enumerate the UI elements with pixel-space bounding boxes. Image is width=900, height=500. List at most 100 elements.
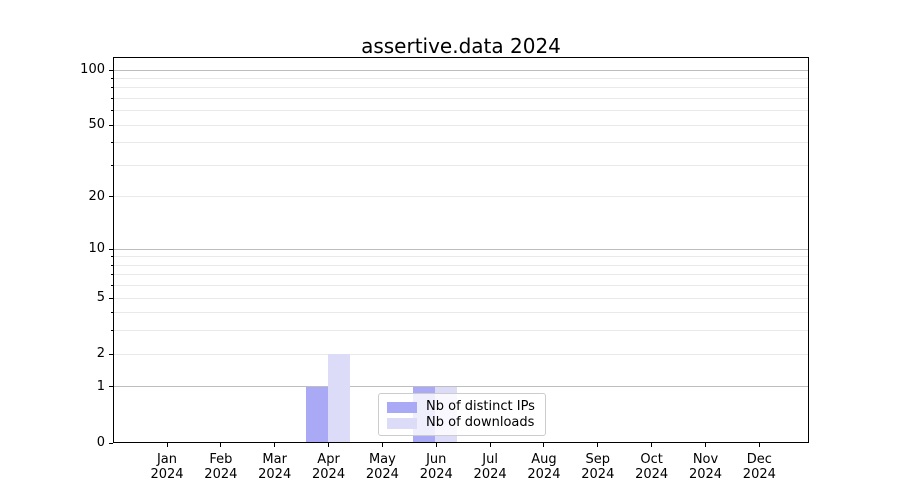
y-tick-label: 5: [96, 290, 105, 306]
y-gridline-minor: [113, 264, 809, 266]
x-tick-label-year: 2024: [204, 467, 238, 482]
x-tick-mark: [328, 443, 330, 447]
x-tick-label: Mar 2024: [243, 452, 307, 482]
legend: Nb of distinct IPs Nb of downloads: [378, 393, 546, 436]
x-tick-mark: [543, 443, 545, 447]
x-tick-label-month: Jan: [156, 452, 178, 467]
y-tick-mark: [109, 248, 113, 250]
y-gridline-minor: [113, 164, 809, 166]
x-tick-label-month: Jun: [426, 452, 447, 467]
x-tick-label-year: 2024: [581, 467, 615, 482]
x-tick-label-month: Oct: [640, 452, 663, 467]
y-gridline-minor: [113, 297, 809, 299]
x-tick-mark: [489, 443, 491, 447]
x-tick-label: Apr 2024: [297, 452, 361, 482]
x-tick-mark: [597, 443, 599, 447]
y-minor-tick-mark: [111, 142, 113, 144]
y-gridline-minor: [113, 256, 809, 258]
x-tick-label-month: Apr: [317, 452, 340, 467]
y-gridline-minor: [113, 97, 809, 99]
y-gridline-minor: [113, 142, 809, 144]
x-tick-label-month: May: [368, 452, 396, 467]
y-gridline-minor: [113, 87, 809, 89]
y-gridline-minor: [113, 274, 809, 276]
x-tick-label-year: 2024: [258, 467, 292, 482]
plot-background: [113, 57, 809, 443]
x-tick-label: Nov 2024: [674, 452, 738, 482]
x-tick-mark: [381, 443, 383, 447]
x-tick-label-year: 2024: [742, 467, 776, 482]
y-tick-mark: [109, 386, 113, 388]
x-tick-label: Jan 2024: [135, 452, 199, 482]
y-tick-mark: [109, 196, 113, 198]
y-tick-mark: [109, 353, 113, 355]
y-tick-label: 20: [88, 188, 105, 204]
y-gridline-minor: [113, 77, 809, 79]
legend-entry-distinct-ips: Nb of distinct IPs: [387, 399, 537, 415]
x-tick-label: Aug 2024: [512, 452, 576, 482]
x-tick-label: Oct 2024: [620, 452, 684, 482]
y-tick-label: 100: [80, 62, 105, 77]
x-tick-label: Feb 2024: [189, 452, 253, 482]
x-tick-label-year: 2024: [473, 467, 507, 482]
y-gridline-minor: [113, 353, 809, 355]
y-minor-tick-mark: [111, 110, 113, 112]
y-gridline-minor: [113, 330, 809, 332]
y-gridline-major: [113, 248, 809, 250]
x-tick-mark: [435, 443, 437, 447]
y-tick-mark: [109, 442, 113, 444]
x-tick-label-month: Sep: [585, 452, 611, 467]
y-gridline-major: [113, 386, 809, 388]
x-tick-mark: [651, 443, 653, 447]
bar-distinct-ips: [305, 386, 328, 443]
x-tick-label-month: Jul: [482, 452, 498, 467]
x-tick-label: Sep 2024: [566, 452, 630, 482]
y-gridline-major: [113, 69, 809, 71]
x-tick-label-year: 2024: [150, 467, 184, 482]
x-tick-label: Dec 2024: [727, 452, 791, 482]
legend-swatch-distinct-ips: [387, 401, 417, 413]
y-gridline-minor: [113, 124, 809, 126]
y-tick-label: 1: [96, 378, 105, 394]
x-tick-label-month: Feb: [209, 452, 233, 467]
x-tick-label-year: 2024: [527, 467, 561, 482]
x-tick-label-month: Dec: [746, 452, 772, 467]
x-tick-label-year: 2024: [635, 467, 669, 482]
x-tick-label: Jun 2024: [404, 452, 468, 482]
legend-label-downloads: Nb of downloads: [426, 415, 535, 430]
x-tick-label: Jul 2024: [458, 452, 522, 482]
x-tick-label-year: 2024: [688, 467, 723, 482]
y-minor-tick-mark: [111, 87, 113, 89]
x-tick-label-year: 2024: [312, 467, 346, 482]
x-tick-mark: [758, 443, 760, 447]
y-tick-label: 10: [88, 241, 105, 257]
x-tick-label-year: 2024: [419, 467, 453, 482]
x-tick-label-month: Aug: [531, 452, 557, 467]
y-gridline-minor: [113, 312, 809, 314]
x-tick-mark: [220, 443, 222, 447]
chart-title: assertive.data 2024: [361, 34, 561, 58]
x-tick-mark: [274, 443, 276, 447]
y-minor-tick-mark: [111, 274, 113, 276]
y-minor-tick-mark: [111, 256, 113, 258]
y-tick-mark: [109, 69, 113, 71]
legend-entry-downloads: Nb of downloads: [387, 415, 537, 431]
x-tick-mark: [705, 443, 706, 447]
y-minor-tick-mark: [111, 97, 113, 99]
legend-label-distinct-ips: Nb of distinct IPs: [426, 399, 535, 414]
legend-swatch-downloads: [387, 417, 417, 429]
y-minor-tick-mark: [111, 312, 113, 314]
y-tick-label: 2: [96, 346, 105, 362]
x-tick-label-year: 2024: [365, 467, 399, 482]
y-tick-mark: [109, 297, 113, 299]
y-minor-tick-mark: [111, 164, 113, 166]
y-minor-tick-mark: [111, 330, 113, 332]
bar-downloads: [327, 354, 350, 443]
y-gridline-minor: [113, 285, 809, 287]
y-gridline-minor: [113, 196, 809, 198]
x-tick-label-month: Mar: [262, 452, 287, 467]
y-gridline-minor: [113, 110, 809, 112]
y-tick-label: 50: [88, 117, 105, 133]
y-minor-tick-mark: [111, 285, 113, 287]
